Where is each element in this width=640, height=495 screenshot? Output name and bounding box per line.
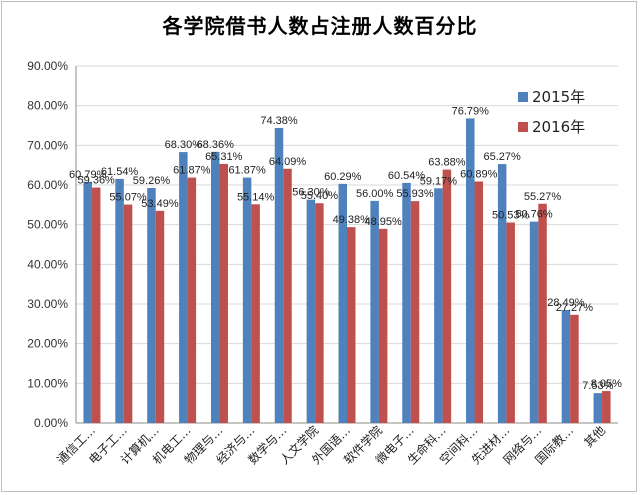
bar-2016 [123,204,133,423]
data-label-2016: 55.07% [109,192,147,204]
y-tick-label: 50.00% [27,218,68,232]
data-label-2015: 7.53% [582,380,613,392]
bar-2016 [251,204,260,423]
y-tick-label: 40.00% [27,257,68,271]
bar-2015 [274,127,284,423]
bar-2015 [338,183,347,423]
data-label-2016: 55.14% [237,191,275,203]
data-label-2015: 50.76% [515,209,553,221]
data-label-2016: 55.93% [396,188,434,200]
y-tick-label: 20.00% [27,337,68,351]
bar-2015 [529,221,539,423]
bar-2016 [538,203,547,423]
bar-2015 [370,200,379,423]
data-label-2015: 60.54% [388,170,426,182]
data-label-2015: 61.87% [228,165,266,177]
data-label-2015: 68.30% [165,139,203,151]
data-label-2016: 53.49% [141,198,179,210]
y-tick-label: 0.00% [34,416,68,430]
bar-2016 [187,177,197,423]
y-tick-label: 70.00% [27,138,68,152]
bar-2016 [474,181,484,423]
data-label-2015: 56.30% [292,187,330,199]
data-label-2015: 76.79% [452,105,490,117]
bar-2015 [402,182,411,423]
data-label-2016: 8.05% [591,378,622,390]
bar-2016 [315,203,324,423]
data-label-2016: 55.27% [524,191,562,203]
bar-2016 [442,169,452,423]
data-label-2016: 64.09% [269,156,307,168]
bar-2015 [593,393,603,423]
bar-2016 [570,314,579,423]
data-label-2016: 50.53% [492,210,530,222]
legend-swatch [518,92,528,102]
data-label-2015: 28.49% [547,297,585,309]
data-label-2015: 68.36% [197,139,235,151]
data-label-2016: 63.88% [428,157,466,169]
data-label-2016: 60.89% [460,168,498,180]
data-label-2016: 49.38% [333,214,371,226]
bar-2015 [115,178,124,423]
data-label-2016: 59.36% [78,175,116,187]
bar-2015 [83,181,92,423]
data-label-2016: 55.40% [301,190,339,202]
y-tick-label: 30.00% [27,297,68,311]
bar-2015 [210,151,220,423]
category-label: 其他 [581,423,608,450]
data-label-2015: 74.38% [260,115,298,127]
bar-2015 [466,118,475,424]
y-tick-label: 10.00% [27,376,68,390]
bar-2015 [242,177,252,423]
y-tick-label: 90.00% [27,59,68,73]
data-label-2015: 56.00% [356,188,394,200]
data-label-2015: 59.17% [420,175,458,187]
bar-2016 [410,201,420,423]
data-label-2015: 60.79% [69,169,107,181]
bar-2016 [347,227,356,423]
data-label-2016: 65.31% [205,151,243,163]
bar-2015 [561,309,571,423]
bar-2016 [506,222,515,423]
data-label-2015: 61.54% [101,166,139,178]
data-label-2016: 48.95% [364,216,402,228]
bar-2015 [434,188,443,423]
data-label-2016: 27.27% [556,302,594,314]
bar-2016 [155,210,165,423]
legend-swatch [518,122,528,132]
data-label-2016: 61.87% [173,165,211,177]
bar-2016 [283,168,292,423]
y-tick-label: 80.00% [27,99,68,113]
bar-2015 [147,187,156,423]
data-label-2015: 60.29% [324,171,362,183]
bar-2016 [378,228,388,423]
chart-title: 各学院借书人数占注册人数百分比 [162,14,478,38]
legend-label: 2015年 [532,88,585,106]
y-tick-label: 60.00% [27,178,68,192]
data-label-2015: 65.27% [484,151,522,163]
legend-label: 2016年 [532,118,585,136]
bar-2015 [497,164,507,423]
bar-2016 [219,163,228,423]
data-label-2015: 59.26% [133,175,171,187]
bar-2015 [306,199,316,423]
bar-2015 [179,152,188,423]
bar-2016 [91,187,101,423]
bar-2016 [602,391,611,423]
